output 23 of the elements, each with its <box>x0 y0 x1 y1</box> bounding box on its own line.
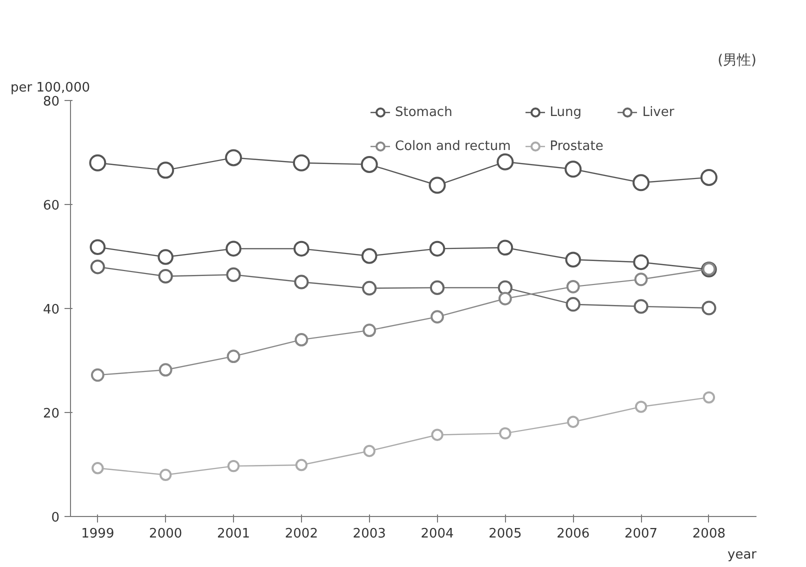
chart-title: (男性) <box>718 52 757 68</box>
legend-label: Liver <box>642 104 674 120</box>
x-tick-label: 2006 <box>556 526 590 542</box>
y-tick-label: 60 <box>42 198 60 214</box>
x-tick-label: 2002 <box>284 526 318 542</box>
y-tick-label: 40 <box>42 302 60 318</box>
x-tick-label: 2001 <box>216 526 250 542</box>
legend-label: Colon and rectum <box>395 138 511 154</box>
y-tick-label: 0 <box>51 510 60 526</box>
x-tick-label: 2008 <box>692 526 726 542</box>
x-tick-label: 2007 <box>624 526 658 542</box>
x-axis-title: year <box>728 548 758 562</box>
y-tick-label: 80 <box>42 94 60 110</box>
x-tick-label: 2003 <box>352 526 386 542</box>
legend-label: Stomach <box>395 104 452 120</box>
x-tick-label: 1999 <box>81 526 114 542</box>
legend-label: Lung <box>550 104 582 120</box>
x-tick-label: 2000 <box>149 526 182 542</box>
y-tick-label: 20 <box>42 406 60 422</box>
x-tick-label: 2004 <box>420 526 454 542</box>
x-tick-label: 2005 <box>488 526 522 542</box>
legend-label: Prostate <box>550 138 604 154</box>
y-axis-title: per 100,000 <box>10 80 90 96</box>
